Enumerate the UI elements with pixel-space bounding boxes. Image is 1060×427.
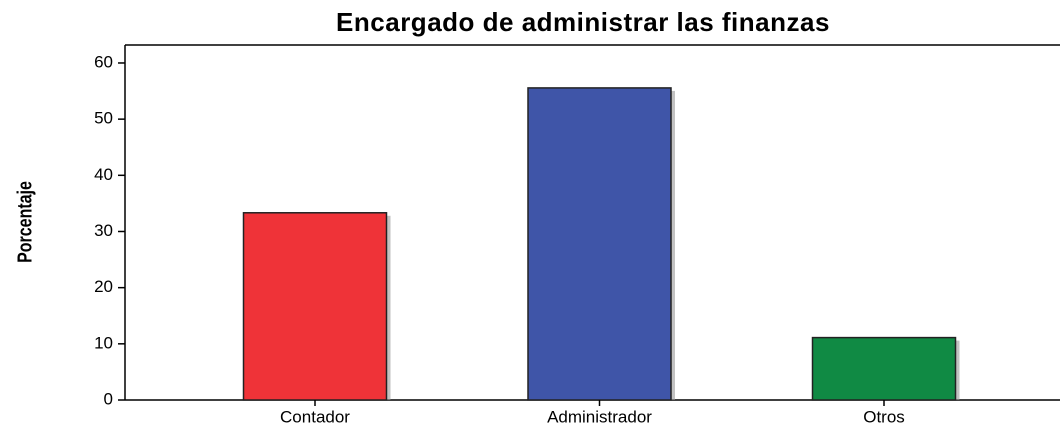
- x-tick-label: Administrador: [547, 407, 652, 426]
- bar: [527, 87, 672, 401]
- y-tick-label: 20: [94, 277, 113, 296]
- y-tick-label: 30: [94, 221, 113, 240]
- x-tick-label: Contador: [280, 407, 350, 426]
- y-axis-label: Porcentaje: [14, 181, 36, 263]
- x-tick-label: Otros: [863, 407, 905, 426]
- y-tick-label: 50: [94, 109, 113, 128]
- y-tick-label: 60: [94, 52, 113, 71]
- bar: [811, 336, 957, 401]
- chart-title: Encargado de administrar las finanzas: [336, 7, 830, 37]
- y-tick-label: 10: [94, 333, 113, 352]
- y-tick-label: 40: [94, 165, 113, 184]
- bar: [242, 212, 388, 401]
- y-tick-label: 0: [104, 389, 113, 408]
